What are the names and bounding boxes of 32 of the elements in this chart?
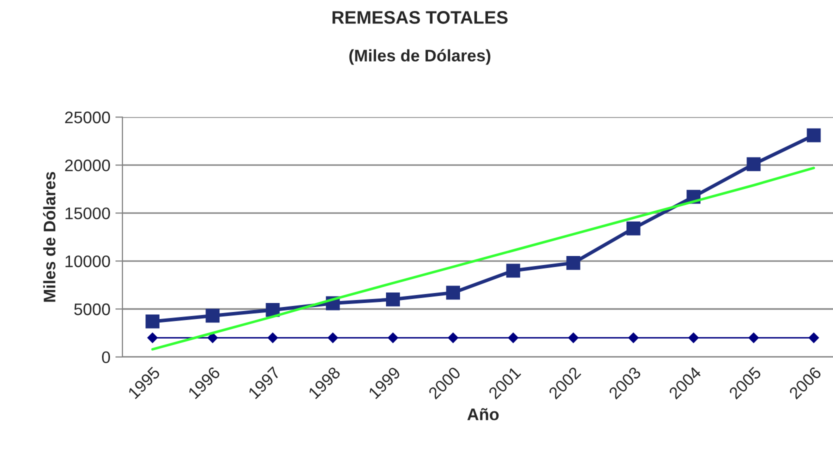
- point: [386, 292, 400, 306]
- point: [626, 221, 640, 236]
- point: [328, 332, 338, 343]
- point: [506, 264, 520, 278]
- chart-subtitle: (Miles de Dólares): [349, 49, 490, 65]
- x-axis-title: Año: [467, 408, 499, 420]
- point: [688, 332, 699, 343]
- y-tick-label: 10000: [66, 255, 110, 268]
- point: [448, 332, 458, 343]
- point: [208, 332, 218, 343]
- y-tick-label: 0: [102, 351, 110, 364]
- line-series: [151, 166, 816, 351]
- point: [568, 332, 578, 343]
- point: [206, 308, 220, 323]
- point: [746, 157, 761, 172]
- point: [628, 332, 639, 343]
- y-tick-label: 20000: [65, 160, 110, 172]
- point: [566, 256, 580, 270]
- y-tick-label: 25000: [65, 112, 110, 124]
- point: [808, 332, 819, 343]
- chart-title: REMESAS TOTALES: [332, 11, 508, 24]
- point: [268, 332, 278, 343]
- point: [146, 314, 160, 328]
- point: [508, 332, 518, 343]
- point: [147, 332, 158, 343]
- point: [388, 332, 398, 343]
- y-axis-title: Miles de Dólares: [43, 172, 56, 302]
- point: [806, 128, 821, 142]
- y-tick-label: 5000: [74, 303, 110, 316]
- point: [446, 286, 460, 300]
- y-tick-label: 15000: [66, 207, 110, 220]
- point: [748, 332, 759, 343]
